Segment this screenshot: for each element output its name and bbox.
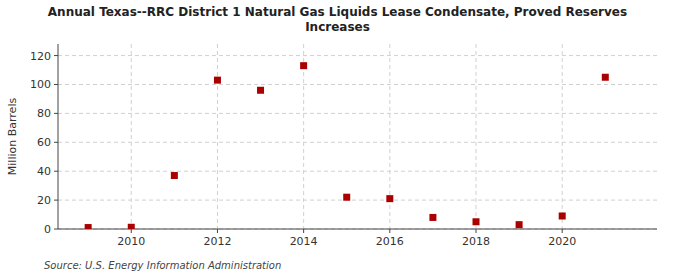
x-grid-line [217, 44, 218, 229]
chart: Annual Texas--RRC District 1 Natural Gas… [0, 0, 675, 275]
y-tick-label: 60 [37, 136, 51, 149]
y-tick [54, 171, 58, 172]
point [386, 195, 393, 202]
y-tick-label: 40 [37, 165, 51, 178]
y-tick [54, 55, 58, 56]
x-tick-label: 2020 [548, 235, 576, 248]
point [257, 87, 264, 94]
y-tick-label: 20 [37, 194, 51, 207]
y-grid-line [58, 142, 657, 143]
y-axis-line [58, 44, 59, 229]
x-tick-label: 2010 [117, 235, 145, 248]
x-tick-label: 2014 [290, 235, 318, 248]
y-grid-line [58, 84, 657, 85]
point [602, 74, 609, 81]
y-tick-label: 120 [30, 50, 51, 63]
y-tick [54, 113, 58, 114]
x-grid-line [131, 44, 132, 229]
x-tick [303, 229, 304, 233]
x-tick-label: 2018 [462, 235, 490, 248]
points [85, 62, 609, 229]
x-tick-label: 2012 [203, 235, 231, 248]
point [559, 212, 566, 219]
title-line: Increases [305, 20, 370, 34]
y-tick-label: 80 [37, 107, 51, 120]
x-tick [562, 229, 563, 233]
y-tick [54, 200, 58, 201]
y-tick [54, 142, 58, 143]
y-grid-line [58, 113, 657, 114]
x-tick [389, 229, 390, 233]
x-axis-line [58, 229, 657, 230]
x-tick-label: 2016 [376, 235, 404, 248]
point [473, 218, 480, 225]
point [516, 221, 523, 228]
point [85, 224, 92, 229]
point [300, 62, 307, 69]
y-tick-label: 100 [30, 78, 51, 91]
axes: 0 20 40 60 80 100 120 2010 2012 2014 2016 2018 2020 [30, 44, 657, 248]
y-grid-line [58, 200, 657, 201]
y-tick-label: 0 [44, 223, 51, 236]
y-tick [54, 84, 58, 85]
x-grid-line [476, 44, 477, 229]
x-grid-line [562, 44, 563, 229]
y-grid-line [58, 55, 657, 56]
point [214, 77, 221, 84]
x-grid-line [303, 44, 304, 229]
x-tick [217, 229, 218, 233]
x-tick [476, 229, 477, 233]
chart-container: Annual Texas--RRC District 1 Natural Gas… [0, 0, 675, 275]
annotation: Source: U.S. Energy Information Administ… [44, 260, 281, 271]
point [343, 194, 350, 201]
y-grid-line [58, 171, 657, 172]
point [429, 214, 436, 221]
y-tick [54, 229, 58, 230]
y-grid-line [58, 229, 657, 230]
point [128, 224, 135, 229]
grid [58, 44, 657, 229]
title-line: Annual Texas--RRC District 1 Natural Gas… [48, 5, 627, 19]
x-tick [131, 229, 132, 233]
y-axis-label: Million Barrels [6, 98, 19, 176]
point [171, 172, 178, 179]
title: Annual Texas--RRC District 1 Natural Gas… [48, 5, 627, 34]
